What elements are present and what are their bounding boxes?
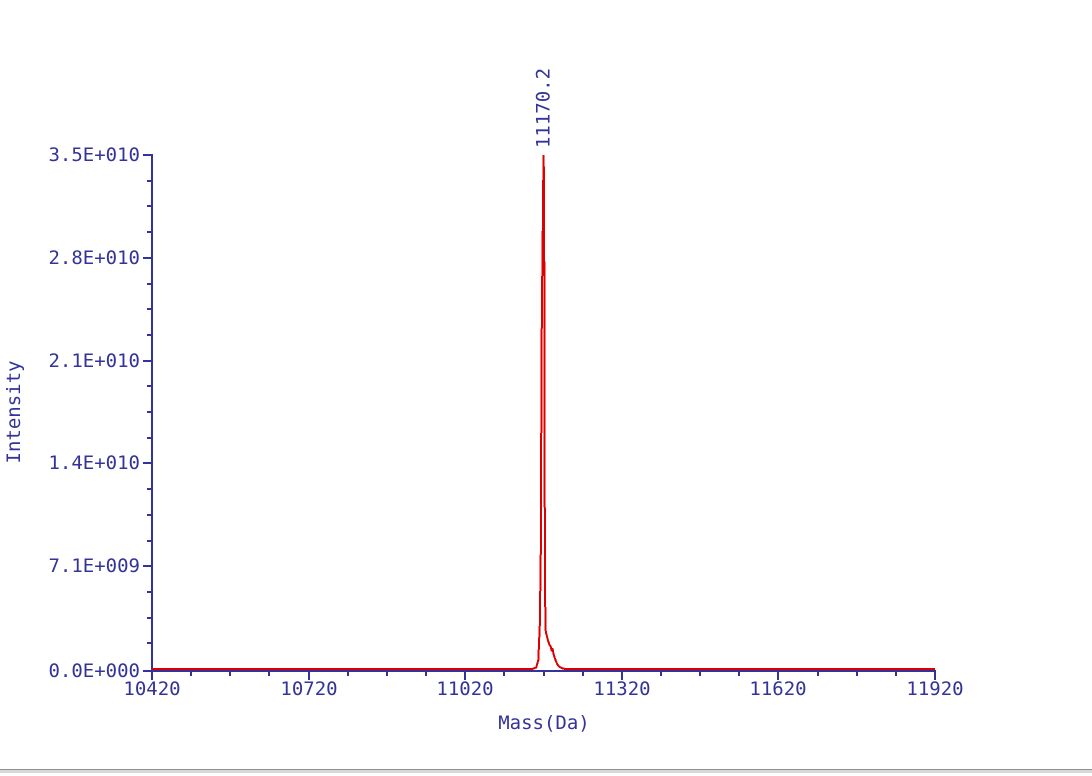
y-tick-label: 2.1E+010 [48,350,140,372]
peak-mass-label: 11170.2 [533,68,555,148]
trace-layer [152,154,935,670]
x-tick-label: 10720 [280,678,337,700]
window-bottom-divider [0,769,1092,773]
y-tick-label: 1.4E+010 [48,452,140,474]
y-axis-title: Intensity [3,361,25,464]
spectrum-trace [152,154,935,670]
y-tick-label: 3.5E+010 [48,144,140,166]
x-tick-label: 11320 [593,678,650,700]
axes-layer: 0.0E+000 7.1E+009 1.4E+010 2.1E+010 2.8E+010… [48,144,963,700]
x-tick-label: 10420 [123,678,180,700]
x-tick-label: 11920 [906,678,963,700]
x-tick-label: 11620 [749,678,806,700]
x-axis-title: Mass(Da) [498,712,590,734]
y-tick-label: 7.1E+009 [48,555,140,577]
y-tick-label: 0.0E+000 [48,660,140,682]
y-tick-label: 2.8E+010 [48,247,140,269]
x-tick-label: 11020 [436,678,493,700]
